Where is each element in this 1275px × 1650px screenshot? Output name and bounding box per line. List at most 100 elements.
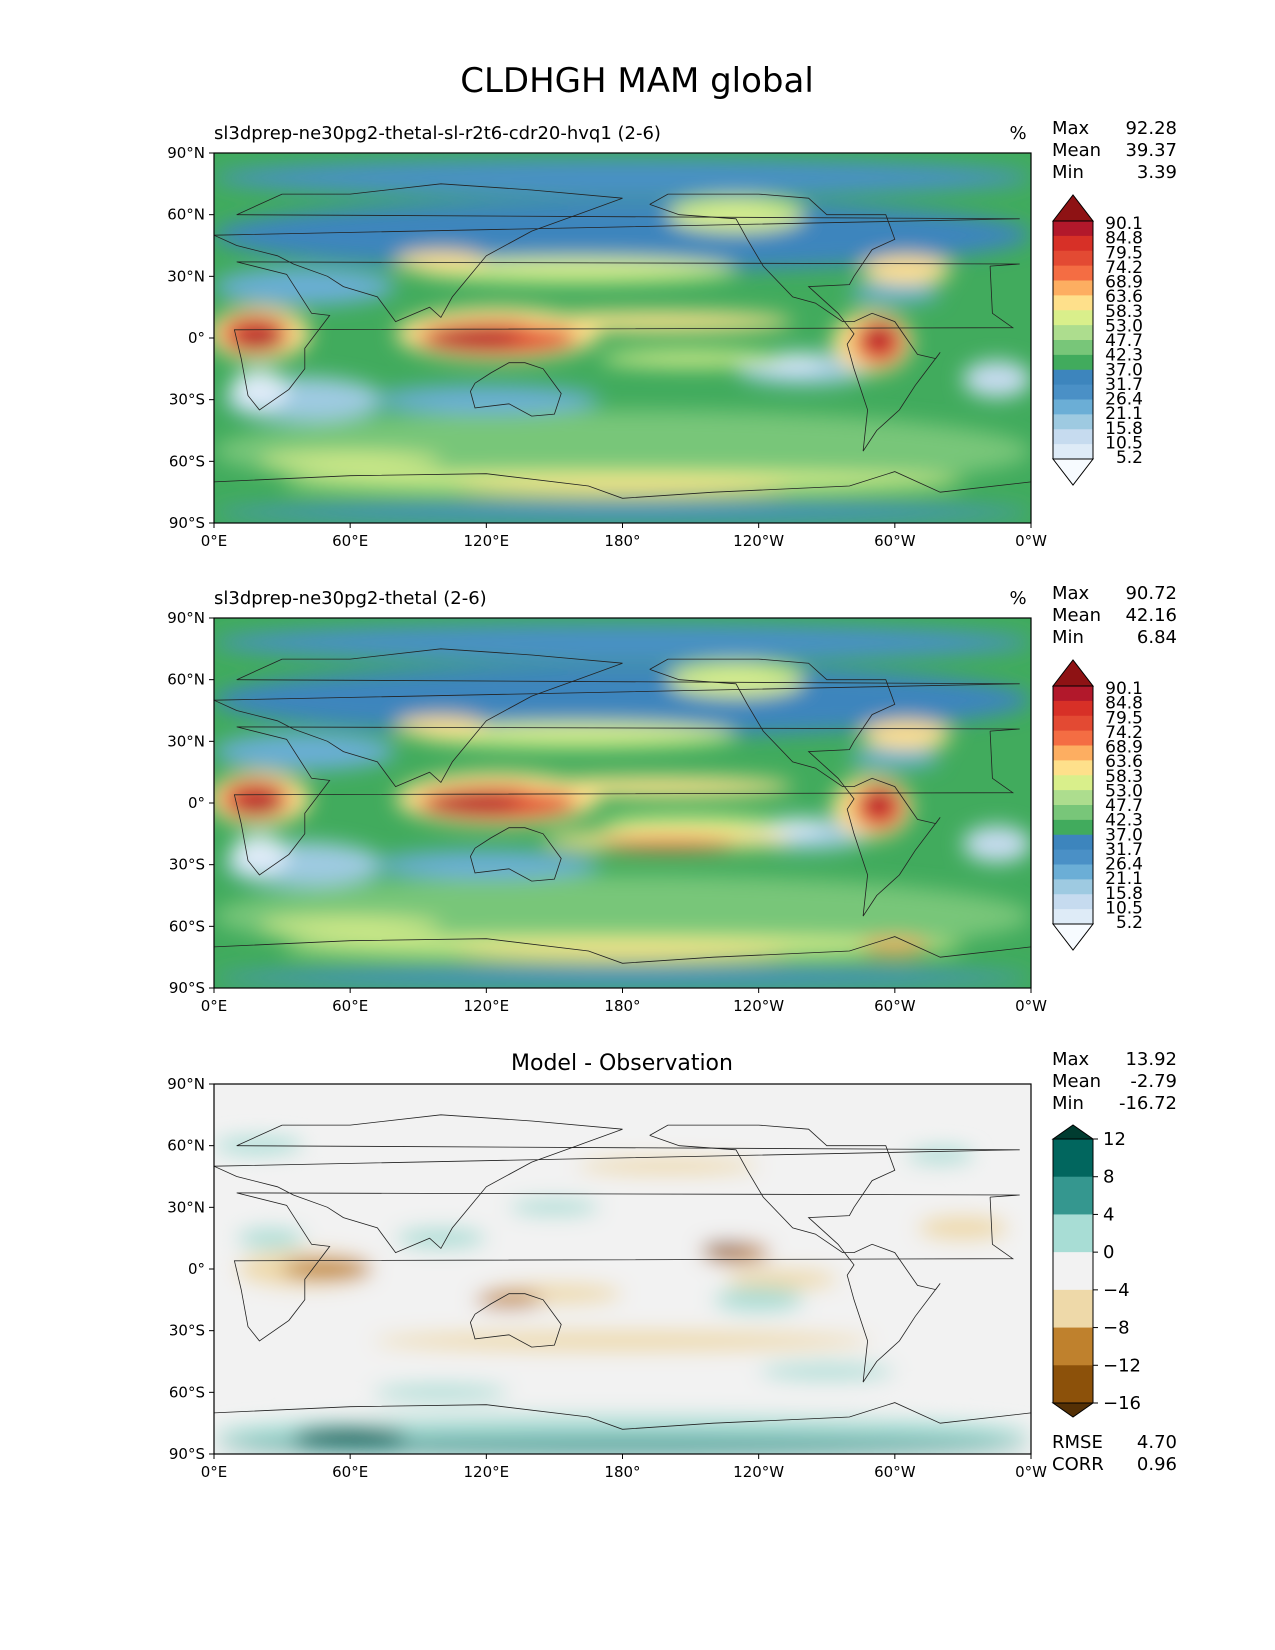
colorbar-segment <box>1053 849 1093 865</box>
colorbar-tick-label: 74.2 <box>1105 258 1143 278</box>
map-field <box>214 618 1031 988</box>
stat-min-value: 6.84 <box>1137 627 1177 648</box>
colorbar-segment <box>1053 700 1093 717</box>
y-tick-label: 60°S <box>169 1383 205 1401</box>
coastline <box>649 1124 941 1383</box>
colorbar-tick-label: 31.7 <box>1105 375 1143 395</box>
x-tick-label: 120°W <box>733 997 784 1015</box>
colorbar-tick-label: −4 <box>1103 1280 1130 1301</box>
field-region <box>906 1147 975 1165</box>
field-region <box>214 874 1031 958</box>
y-tick-label: 60°S <box>169 452 205 470</box>
colorbar-tick-label: 68.9 <box>1105 738 1143 758</box>
field-region <box>577 1158 759 1175</box>
field-region <box>860 938 929 956</box>
colorbar-tick-label: 0 <box>1103 1242 1114 1263</box>
y-tick-label: 30°N <box>167 1198 205 1216</box>
colorbar-segment <box>1053 1327 1093 1366</box>
field-region <box>395 251 487 273</box>
colorbar-tick-label: 4 <box>1103 1204 1114 1225</box>
colorbar-segment <box>1053 686 1093 702</box>
field-region <box>474 1291 544 1309</box>
colorbar-tick-label: −12 <box>1103 1355 1141 1376</box>
coastline <box>214 936 1031 964</box>
panel-3: Model - Observation Max 13.92 Mean -2.79… <box>167 1049 1177 1481</box>
x-tick-label: 120°E <box>464 1463 510 1481</box>
colorbar-tick-label: −16 <box>1103 1393 1141 1414</box>
colorbar-extend-bottom <box>1051 1402 1095 1418</box>
colorbar-tick-label: 26.4 <box>1105 855 1143 875</box>
field-region <box>452 944 793 962</box>
corr-label: CORR <box>1052 1454 1104 1475</box>
field-region <box>724 1269 839 1290</box>
y-tick-label: 60°N <box>167 206 205 224</box>
stat-min-value: 3.39 <box>1137 162 1177 183</box>
field-region <box>231 368 288 410</box>
field-region <box>667 198 805 232</box>
coastline <box>233 1192 1020 1342</box>
colorbar-tick-label: 84.8 <box>1105 229 1143 249</box>
x-tick-label: 0°E <box>201 1463 228 1481</box>
colorbar-tick-label: 37.0 <box>1105 825 1143 845</box>
colorbar-segment <box>1053 879 1093 895</box>
colorbar-segment <box>1053 399 1093 415</box>
coastline <box>233 726 1020 876</box>
colorbar-tick-label: 15.8 <box>1105 884 1143 904</box>
field-region <box>214 967 1031 988</box>
x-tick-label: 180° <box>604 997 640 1015</box>
field-region <box>234 790 285 816</box>
colorbar-tick-label: 42.3 <box>1105 811 1143 831</box>
colorbar-tick-label: 31.7 <box>1105 840 1143 860</box>
colorbar-extend-top <box>1051 1124 1095 1140</box>
panel-3-stats: Max 13.92 Mean -2.79 Min -16.72 <box>1052 1049 1177 1114</box>
colorbar-segment <box>1053 909 1093 925</box>
field-region <box>259 918 441 935</box>
field-region <box>372 385 600 415</box>
colorbar-segment <box>1053 1139 1093 1178</box>
stat-max-value: 92.28 <box>1125 118 1177 139</box>
colorbar-segment <box>1053 354 1093 371</box>
field-region <box>520 776 793 797</box>
colorbar-tick-label: 26.4 <box>1105 390 1143 410</box>
field-region <box>452 479 793 497</box>
colorbar-segment <box>1053 715 1093 732</box>
stat-max-value: 13.92 <box>1125 1049 1177 1070</box>
colorbar-tick-label: 47.7 <box>1105 331 1143 351</box>
y-tick-label: 90°S <box>169 514 205 532</box>
y-tick-label: 60°N <box>167 1137 205 1155</box>
colorbar-tick-label: 12 <box>1103 1129 1126 1150</box>
x-tick-label: 60°E <box>332 532 368 550</box>
x-tick-label: 180° <box>604 1463 640 1481</box>
y-tick-label: 30°S <box>169 391 205 409</box>
colorbar-segment <box>1053 1214 1093 1253</box>
panel-2-title: sl3dprep-ne30pg2-thetal (2-6) <box>214 588 487 609</box>
field-region <box>418 257 736 283</box>
field-region <box>667 663 805 697</box>
stat-min-value: -16.72 <box>1119 1093 1177 1114</box>
colorbar-tick-label: 53.0 <box>1105 316 1143 336</box>
panel-2: sl3dprep-ne30pg2-thetal (2-6) % Max 90.7… <box>167 583 1177 1015</box>
colorbar-segment <box>1053 775 1093 791</box>
coastline <box>233 261 1020 411</box>
colorbar-segment <box>1053 1289 1093 1329</box>
field-region <box>236 1227 305 1249</box>
x-tick-label: 0°W <box>1015 532 1047 550</box>
corr-value: 0.96 <box>1137 1454 1177 1475</box>
stat-max-label: Max <box>1052 1049 1090 1070</box>
x-tick-label: 60°E <box>332 1463 368 1481</box>
y-tick-label: 60°N <box>167 671 205 689</box>
field-region <box>849 747 941 769</box>
field-region <box>231 833 288 875</box>
colorbar-tick-label: 42.3 <box>1105 346 1143 366</box>
x-tick-label: 60°W <box>874 532 916 550</box>
y-tick-label: 0° <box>188 1260 205 1278</box>
colorbar-extend-top <box>1051 659 1095 687</box>
field-region <box>234 325 285 351</box>
colorbar-tick-label: 63.6 <box>1105 287 1143 307</box>
stat-min-label: Min <box>1052 162 1084 183</box>
field-region <box>860 720 952 750</box>
coastline <box>469 1293 562 1348</box>
x-tick-label: 60°E <box>332 997 368 1015</box>
field-region <box>395 716 487 738</box>
